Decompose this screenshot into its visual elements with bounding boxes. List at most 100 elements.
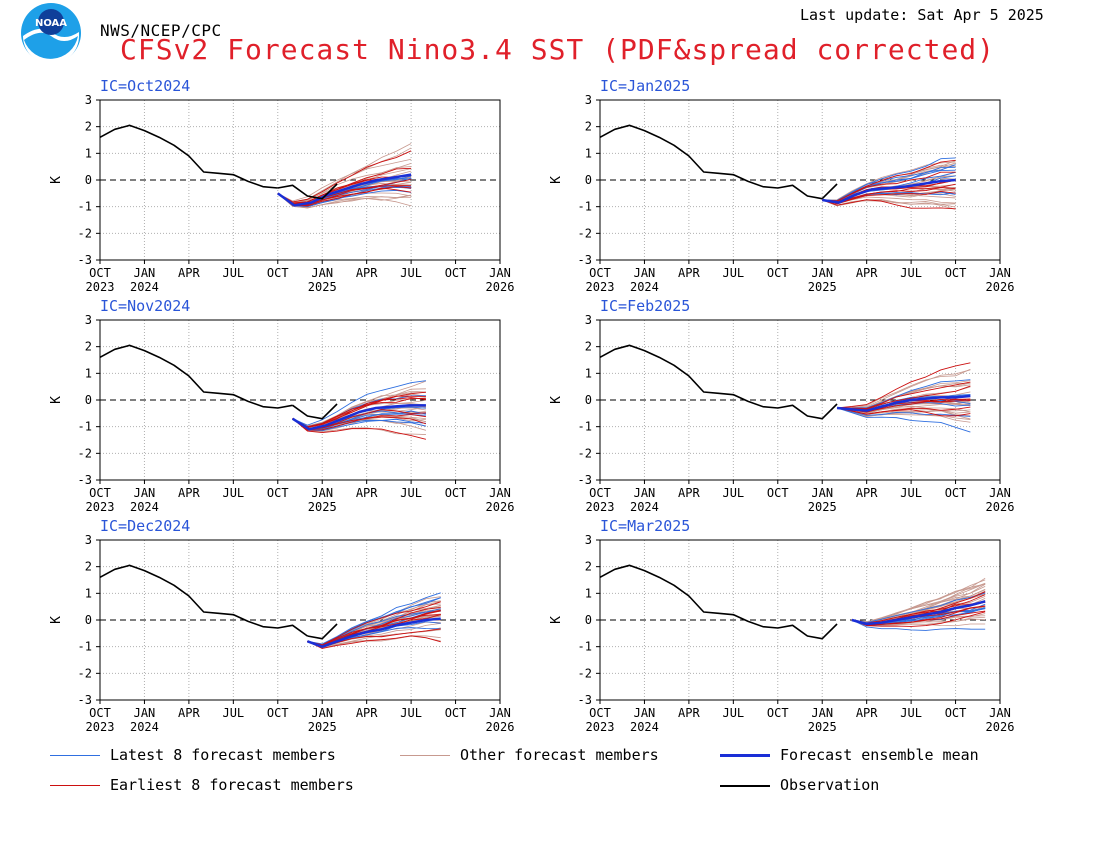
x-year-label: 2026 [486,280,515,294]
x-year-label: 2025 [808,280,837,294]
x-tick-label: APR [678,486,700,500]
y-tick-label: 3 [585,93,592,107]
other-member-line [836,407,971,420]
y-tick-label: -3 [578,253,592,267]
other-member-line [837,368,971,409]
x-tick-label: APR [856,266,878,280]
x-tick-label: JAN [989,266,1011,280]
x-tick-label: JUL [222,486,244,500]
y-axis-label: K [49,396,64,404]
x-tick-label: JUL [722,486,744,500]
y-tick-label: -3 [578,693,592,707]
x-tick-label: OCT [945,706,967,720]
ensemble-mean-line [836,394,971,412]
y-tick-label: 0 [85,613,92,627]
x-tick-label: JAN [989,706,1011,720]
earliest-member-line [822,199,956,210]
x-tick-label: JAN [489,706,511,720]
y-tick-label: 0 [585,173,592,187]
noaa-logo-icon: NOAA [21,3,81,64]
latest-member-line [822,157,956,202]
x-tick-label: JUL [222,706,244,720]
y-tick-label: -2 [78,446,92,460]
observation-line [599,564,838,640]
earliest-member-line [851,601,986,624]
earliest-member-line [292,391,426,428]
y-tick-label: -3 [578,473,592,487]
earliest-member-line [822,190,956,205]
y-tick-label: -1 [78,200,92,214]
x-tick-label: JUL [722,706,744,720]
x-year-label: 2024 [130,280,159,294]
x-tick-label: JAN [489,266,511,280]
x-tick-label: JUL [722,266,744,280]
x-tick-label: JAN [989,486,1011,500]
legend-other: Other forecast members [400,746,659,764]
y-tick-label: -3 [78,253,92,267]
x-year-label: 2023 [586,280,615,294]
x-tick-label: OCT [767,706,789,720]
y-tick-label: -3 [78,473,92,487]
y-tick-label: 2 [585,340,592,354]
latest-member-line [822,169,956,202]
x-tick-label: OCT [589,486,611,500]
ensemble-mean-line [277,173,412,207]
x-tick-label: OCT [445,706,467,720]
x-year-label: 2026 [986,720,1015,734]
x-tick-label: APR [178,706,200,720]
observation-line [292,403,338,420]
other-member-line [822,161,956,201]
panel-ic-label: IC=Feb2025 [600,297,690,315]
ensemble-mean-line [822,178,956,204]
x-year-label: 2025 [308,280,337,294]
x-tick-label: OCT [267,486,289,500]
y-tick-label: -1 [78,640,92,654]
x-tick-label: JAN [311,486,333,500]
legend-observation: Observation [720,776,879,794]
x-tick-label: JAN [634,486,656,500]
legend-latest: Latest 8 forecast members [50,746,336,764]
latest-member-line [836,407,971,417]
x-tick-label: APR [178,266,200,280]
x-tick-label: APR [356,486,378,500]
y-tick-label: 0 [85,173,92,187]
observation-line [99,564,308,637]
y-axis-label: K [549,176,564,184]
earliest-member-line [307,635,441,649]
earliest-member-line [307,601,441,646]
x-tick-label: APR [356,706,378,720]
legend-earliest-swatch [50,785,100,786]
y-tick-label: 1 [585,586,592,600]
earliest-member-line [277,167,412,204]
x-tick-label: JAN [811,266,833,280]
x-tick-label: APR [178,486,200,500]
x-tick-label: OCT [945,266,967,280]
x-tick-label: JAN [489,486,511,500]
page-title: CFSv2 Forecast Nino3.4 SST (PDF&spread c… [120,33,996,66]
x-year-label: 2025 [308,720,337,734]
x-tick-label: JAN [311,706,333,720]
x-year-label: 2023 [86,720,115,734]
y-tick-label: 2 [585,560,592,574]
earliest-member-line [292,418,427,440]
ensemble-mean-line [306,617,441,648]
x-tick-label: JUL [900,486,922,500]
other-member-line [277,147,412,202]
observation-line [99,124,278,189]
y-tick-label: -2 [578,446,592,460]
x-year-label: 2025 [808,500,837,514]
y-tick-label: 2 [85,120,92,134]
latest-member-line [851,619,986,631]
panel-ic-label: IC=Mar2025 [600,517,690,535]
x-tick-label: JAN [811,486,833,500]
y-tick-label: 1 [85,366,92,380]
x-tick-label: OCT [767,266,789,280]
y-tick-label: 3 [85,313,92,327]
x-tick-label: JUL [222,266,244,280]
y-tick-label: -1 [78,420,92,434]
x-tick-label: OCT [445,266,467,280]
x-year-label: 2025 [308,500,337,514]
